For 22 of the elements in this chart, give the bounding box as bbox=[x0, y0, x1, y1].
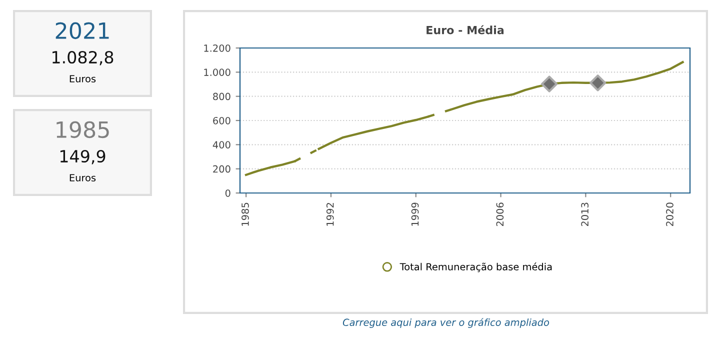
y-tick-label: 200 bbox=[213, 165, 230, 173]
y-tick-label: 1.000 bbox=[204, 68, 230, 76]
y-tick-label: 1.200 bbox=[204, 44, 230, 52]
text: Euros bbox=[70, 75, 96, 82]
text: 149,9 bbox=[60, 150, 106, 164]
chart-title: Euro - Média bbox=[426, 25, 504, 34]
y-tick-label: 400 bbox=[212, 141, 230, 148]
text: Carregue aqui para ver o gráfico ampliado bbox=[342, 318, 550, 328]
text: 1985 bbox=[56, 121, 109, 138]
text: Euros bbox=[70, 174, 96, 182]
y-tick-label: 800 bbox=[213, 92, 230, 100]
x-tick-label: 2013 bbox=[581, 202, 589, 226]
x-tick-label: 1999 bbox=[411, 202, 419, 226]
x-tick-label: 1985 bbox=[242, 202, 249, 226]
x-tick-label: 2020 bbox=[666, 202, 674, 226]
x-tick-label: 1992 bbox=[326, 203, 334, 226]
text: 2021 bbox=[56, 22, 109, 40]
y-tick-label: 0 bbox=[225, 189, 230, 197]
x-tick-label: 2006 bbox=[496, 202, 504, 226]
y-tick-label: 600 bbox=[213, 116, 230, 124]
legend-label: Total Remuneração base média bbox=[400, 262, 552, 272]
text: 1.082,8 bbox=[52, 50, 114, 66]
